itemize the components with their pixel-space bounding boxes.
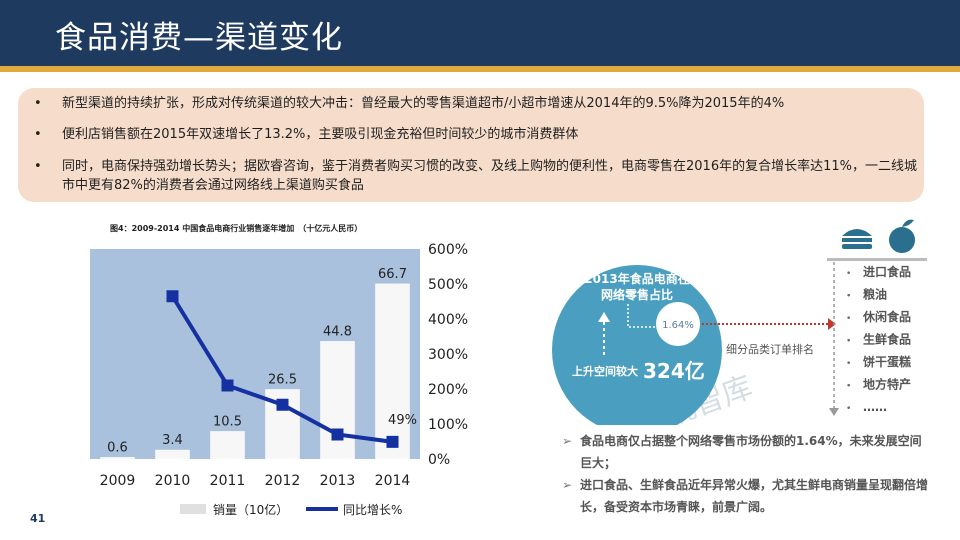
- category-bullet: •: [846, 404, 851, 414]
- burger-icon: [842, 229, 872, 249]
- category-bullet: •: [846, 292, 851, 302]
- legend-bar-label: 销量（10亿）: [213, 502, 288, 517]
- note-item: ➢ 食品电商仅占据整个网络零售市场份额的1.64%，未来发展空间巨大；: [562, 430, 932, 474]
- down-arrow-icon: [829, 408, 839, 416]
- chart-legend: 销量（10亿） 同比增长%: [180, 502, 402, 517]
- bullet-marker: •: [34, 96, 42, 111]
- category-item: 饼干蛋糕: [863, 354, 911, 369]
- bullet-marker: •: [34, 159, 42, 174]
- bar-value-label: 44.8: [323, 324, 352, 339]
- circle-title-line2: 网络零售占比: [601, 287, 673, 302]
- bar: [100, 457, 135, 460]
- legend-line-label: 同比增长%: [343, 503, 402, 517]
- title-accent-line: [0, 66, 960, 72]
- growth-marker: [221, 379, 234, 392]
- slide-title: 食品消费—渠道变化: [55, 20, 343, 56]
- note-marker: ➢: [562, 478, 573, 492]
- bar-value-label: 0.6: [107, 440, 128, 455]
- page-number: 41: [30, 512, 46, 525]
- ranking-label: 细分品类订单排名: [726, 342, 814, 356]
- y-right-tick-label: 400%: [428, 312, 468, 328]
- growth-value: 324亿: [643, 359, 705, 383]
- bullet-text: 新型渠道的持续扩张，形成对传统渠道的较大冲击：曾经最大的零售渠道超市/小超市增速…: [62, 96, 785, 111]
- bullet-box: • 新型渠道的持续扩张，形成对传统渠道的较大冲击：曾经最大的零售渠道超市/小超市…: [18, 88, 924, 202]
- bullet-text: 同时，电商保持强劲增长势头；据欧睿咨询，鉴于消费者购买习惯的改变、及线上购物的便…: [62, 159, 917, 193]
- category-item: ……: [863, 400, 887, 414]
- chart-title: 图4：2009-2014 中国食品电商行业销售逐年增加 （十亿元人民币）: [110, 223, 362, 233]
- growth-marker: [276, 398, 289, 411]
- circle-title-line1: 2013年食品电商在: [584, 271, 689, 286]
- plot-area: [90, 249, 420, 459]
- notes: ➢ 食品电商仅占据整个网络零售市场份额的1.64%，未来发展空间巨大； ➢ 进口…: [562, 430, 932, 518]
- y-right-tick-label: 300%: [428, 347, 468, 363]
- bar-value-label: 66.7: [378, 267, 407, 282]
- category-item: 进口食品: [863, 264, 911, 279]
- x-tick-label: 2010: [155, 473, 191, 489]
- arrow-head-icon: [828, 318, 836, 330]
- growth-marker: [166, 290, 179, 303]
- sales-chart: 图4：2009-2014 中国食品电商行业销售逐年增加 （十亿元人民币） 0.6…: [90, 223, 468, 517]
- x-tick-label: 2012: [265, 473, 301, 489]
- share-bubble: [656, 302, 700, 346]
- y-right-tick-label: 0%: [428, 452, 450, 468]
- category-item: 生鲜食品: [863, 332, 911, 347]
- apple-icon: [889, 219, 915, 253]
- bar: [155, 449, 190, 460]
- y-right-tick-label: 500%: [428, 277, 468, 293]
- growth-value-label: 49%: [388, 413, 417, 428]
- share-value: 1.64%: [662, 320, 694, 331]
- growth-label: 上升空间较大: [572, 364, 638, 378]
- category-bullet: •: [846, 359, 851, 369]
- bullet-text: 便利店销售额在2015年双速增长了13.2%，主要吸引现金充裕但时间较少的城市消…: [62, 127, 579, 142]
- bar: [210, 431, 245, 460]
- legend-bar-swatch: [180, 504, 206, 514]
- bar-value-label: 26.5: [268, 372, 297, 387]
- title-bar: 食品消费—渠道变化: [0, 0, 960, 72]
- y-right-tick-label: 600%: [428, 242, 468, 258]
- note-text: 食品电商仅占据整个网络零售市场份额的1.64%，未来发展空间巨大；: [580, 434, 922, 470]
- category-bullet: •: [846, 269, 851, 279]
- x-tick-label: 2014: [375, 473, 411, 489]
- category-item: 粮油: [863, 287, 887, 302]
- infographic: 易观智库 2013年食品电商在 网络零售占比 1.64% 上升空间较大 324亿…: [552, 219, 927, 425]
- bullet-marker: •: [34, 127, 42, 142]
- note-text: 进口食品、生鲜食品近年异常火爆，尤其生鲜电商销量呈现翻倍增长，备受资本市场青睐，…: [580, 478, 929, 514]
- category-item: 地方特产: [863, 377, 911, 392]
- growth-marker: [386, 435, 399, 448]
- y-right-tick-label: 100%: [428, 417, 468, 433]
- x-tick-label: 2013: [320, 473, 356, 489]
- category-bullet: •: [846, 382, 851, 392]
- bar-value-label: 3.4: [162, 433, 183, 448]
- note-item: ➢ 进口食品、生鲜食品近年异常火爆，尤其生鲜电商销量呈现翻倍增长，备受资本市场青…: [562, 474, 932, 518]
- bar: [320, 341, 355, 460]
- note-marker: ➢: [562, 434, 573, 448]
- bar: [375, 283, 410, 460]
- bar-value-label: 10.5: [213, 414, 242, 429]
- category-item: 休闲食品: [862, 309, 911, 324]
- x-tick-label: 2009: [100, 473, 136, 489]
- y-right-tick-label: 200%: [428, 382, 468, 398]
- list-header-bar: [827, 258, 927, 261]
- up-arrow-icon: [598, 312, 610, 322]
- category-bullet: •: [846, 337, 851, 347]
- growth-marker: [331, 428, 344, 441]
- category-bullet: •: [846, 314, 851, 324]
- x-tick-label: 2011: [210, 473, 246, 489]
